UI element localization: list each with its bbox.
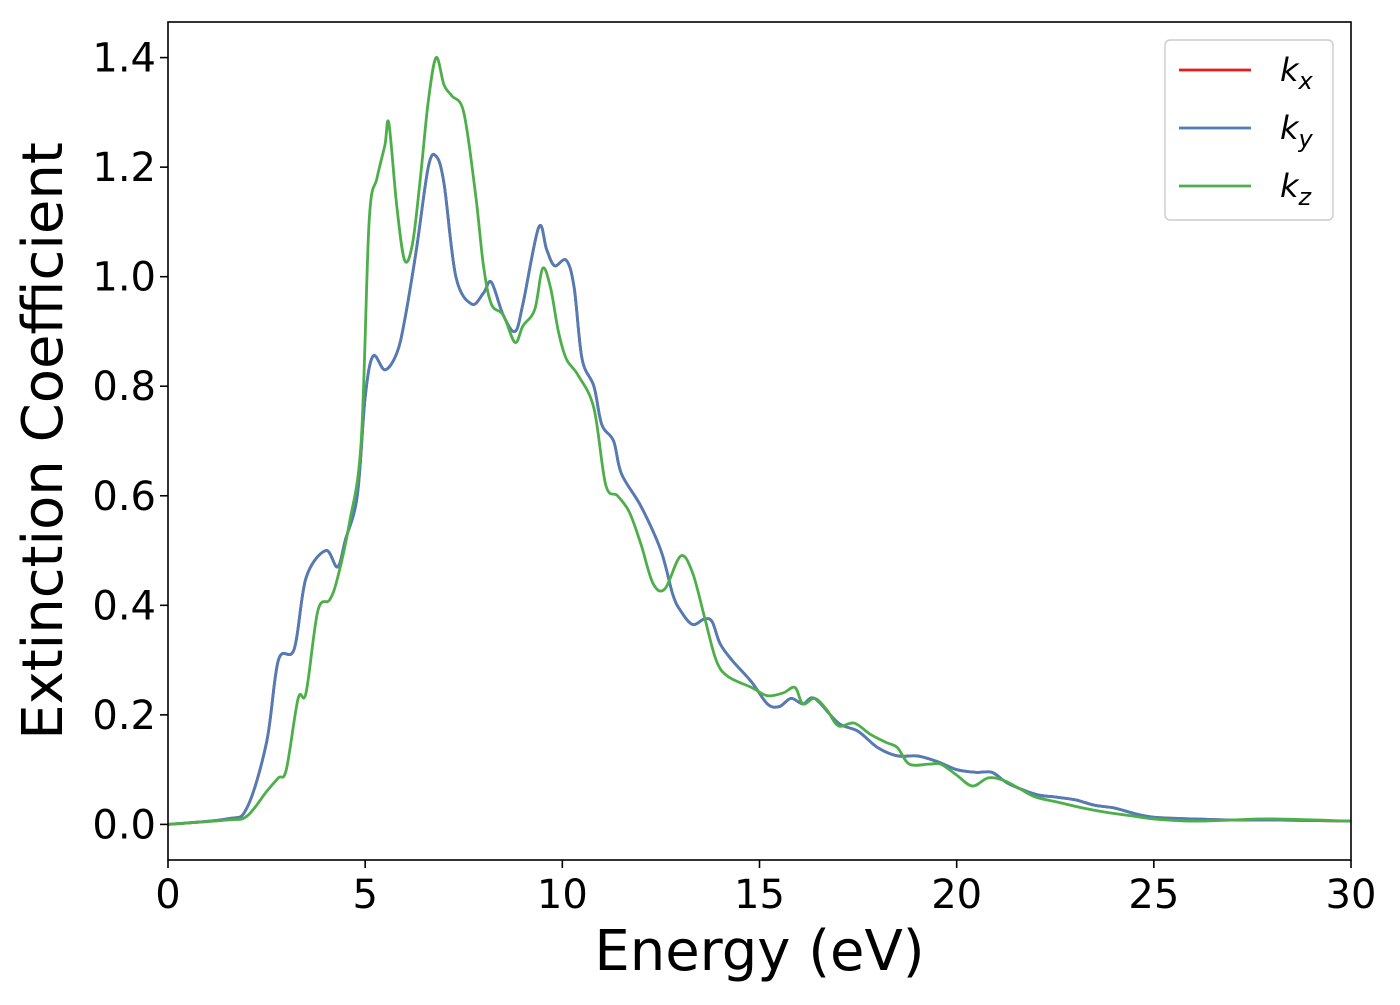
y-tick-label: 0.8 <box>92 364 156 410</box>
series-curves <box>168 56 1351 826</box>
x-tick-label: 10 <box>537 872 588 918</box>
series-line-x <box>168 152 1351 826</box>
y-tick-label: 0.6 <box>92 474 156 520</box>
legend-item-z: kz <box>1179 167 1313 211</box>
y-axis-ticks: 0.0 0.2 0.4 0.6 0.8 1.0 1.2 1.4 <box>92 36 168 848</box>
legend-item-x: kx <box>1179 51 1314 95</box>
x-tick-label: 20 <box>931 872 982 918</box>
x-tick-label: 0 <box>155 872 180 918</box>
legend-box <box>1164 39 1334 221</box>
x-tick-label: 25 <box>1128 872 1179 918</box>
series-line-z <box>168 56 1351 826</box>
y-tick-label: 1.4 <box>92 36 156 82</box>
legend-label: kx <box>1280 51 1314 95</box>
y-tick-label: 1.2 <box>92 145 156 191</box>
x-axis-label: Energy (eV) <box>594 919 924 984</box>
x-tick-label: 30 <box>1326 872 1377 918</box>
x-tick-label: 5 <box>352 872 377 918</box>
x-tick-label: 15 <box>734 872 785 918</box>
series-line-y <box>168 152 1351 826</box>
y-tick-label: 1.0 <box>92 255 156 301</box>
legend: kx ky kz <box>1164 39 1334 221</box>
legend-label: kz <box>1280 167 1313 211</box>
x-axis-ticks: 0 5 10 15 20 25 30 <box>155 860 1376 918</box>
y-tick-label: 0.0 <box>92 802 156 848</box>
y-tick-label: 0.4 <box>92 583 156 629</box>
legend-item-y: ky <box>1179 109 1314 153</box>
legend-label: ky <box>1280 109 1314 153</box>
y-axis-label: Extinction Coefficient <box>11 142 76 740</box>
y-tick-label: 0.2 <box>92 693 156 739</box>
